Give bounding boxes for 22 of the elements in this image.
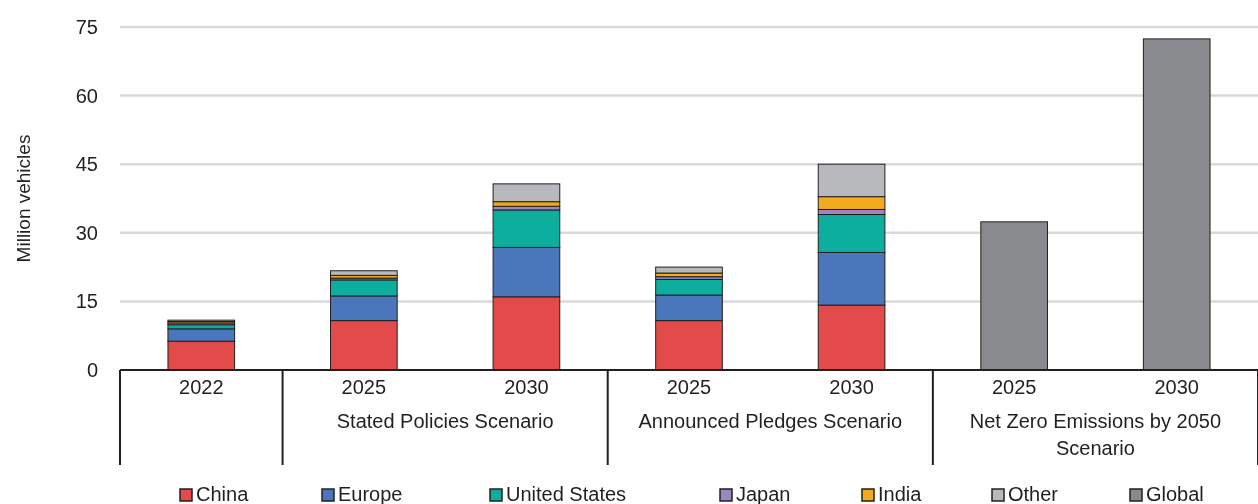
x-tick-label: 2022 <box>179 376 224 398</box>
text: Announced Pledges Scenario <box>638 410 903 432</box>
text: Stated Policies Scenario <box>336 410 554 432</box>
x-tick-label: 2030 <box>504 376 549 398</box>
legend-label: Global <box>1146 483 1204 504</box>
legend-label: India <box>878 483 923 504</box>
x-tick-label: 2025 <box>341 376 387 398</box>
y-tick-label: 75 <box>75 16 98 38</box>
legend-label: China <box>196 483 250 504</box>
legend-label: Other <box>1008 483 1059 504</box>
y-tick-label: 60 <box>75 84 98 107</box>
x-tick-label: 2030 <box>829 376 874 398</box>
y-axis-title: Million vehicles <box>13 134 34 263</box>
text: Net Zero Emissions by 2050 Scenario <box>969 410 1222 459</box>
x-tick-label: 2025 <box>991 376 1037 398</box>
x-tick-label: 2025 <box>666 376 712 398</box>
legend-label: United States <box>506 483 627 504</box>
y-tick-label: 0 <box>86 359 98 381</box>
x-tick-label: 2030 <box>1154 376 1199 398</box>
y-tick-label: 15 <box>75 290 98 313</box>
y-tick-label: 45 <box>75 153 98 176</box>
y-tick-label: 30 <box>75 221 98 244</box>
